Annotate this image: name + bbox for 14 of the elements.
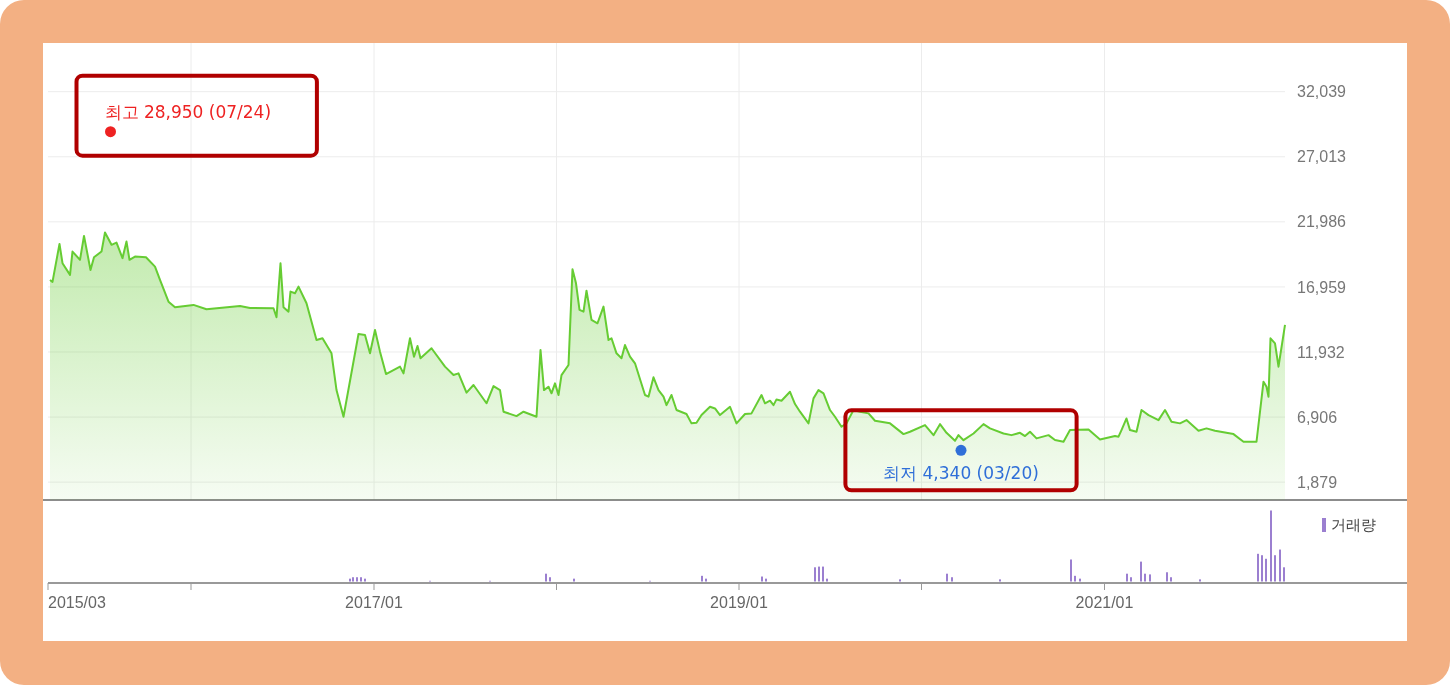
y-tick-label: 1,879	[1297, 473, 1338, 491]
annotation: 최저 4,340 (03/20)	[883, 463, 1039, 484]
y-tick-label: 32,039	[1297, 83, 1347, 101]
x-tick-label: 2019/01	[710, 594, 769, 611]
y-tick-label: 11,932	[1297, 343, 1345, 361]
y-tick-label: 16,959	[1297, 278, 1347, 296]
x-tick-label: 2017/01	[345, 594, 404, 611]
legend-label: 거래량	[1331, 516, 1376, 534]
y-tick-label: 27,013	[1297, 148, 1347, 166]
y-tick-label: 21,986	[1297, 213, 1347, 231]
y-tick-label: 6,906	[1297, 408, 1338, 426]
x-tick-label: 2015/03	[48, 594, 106, 611]
annotation: 최고 28,950 (07/24)	[104, 101, 272, 122]
x-tick-label: 2021/01	[1075, 594, 1134, 611]
